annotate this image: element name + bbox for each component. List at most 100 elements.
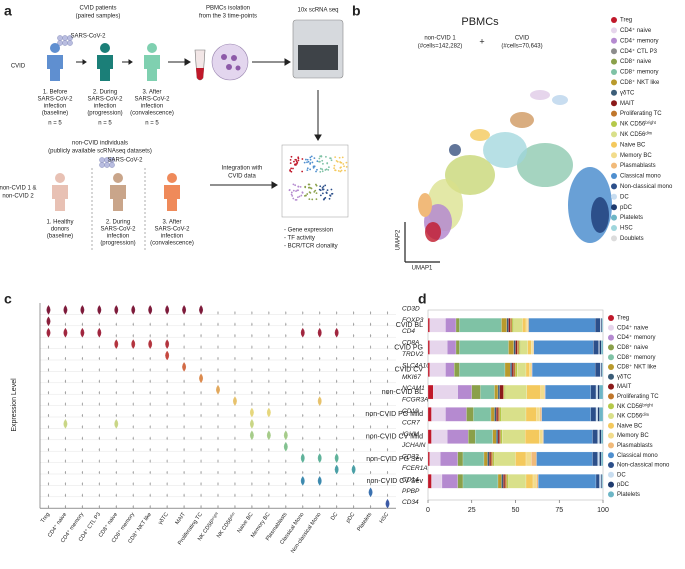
violin bbox=[183, 447, 185, 452]
bar-segment bbox=[529, 362, 532, 377]
scatter-dot bbox=[288, 189, 291, 192]
legend-swatch bbox=[611, 173, 617, 179]
bar-segment bbox=[427, 318, 430, 333]
violin bbox=[149, 322, 151, 327]
bar-segment bbox=[431, 429, 448, 444]
bar-segment bbox=[599, 429, 602, 444]
violin bbox=[353, 447, 355, 452]
violin bbox=[217, 447, 219, 452]
violin bbox=[98, 367, 100, 372]
bar-segment bbox=[602, 362, 604, 377]
bar-segment bbox=[501, 474, 504, 489]
virus-icon bbox=[62, 40, 68, 46]
violin bbox=[268, 459, 270, 464]
violin bbox=[217, 493, 219, 498]
legend-swatch bbox=[611, 121, 617, 127]
bar-segment bbox=[471, 384, 481, 400]
bar-segment bbox=[503, 474, 506, 489]
bar-segment bbox=[433, 384, 458, 400]
violin bbox=[319, 390, 321, 395]
label: (#cells=142,282) bbox=[418, 44, 463, 50]
scatter-dot bbox=[327, 166, 330, 169]
violin bbox=[149, 333, 151, 338]
scatter-dot bbox=[328, 197, 331, 200]
scatter-dot bbox=[309, 191, 312, 194]
bar-segment bbox=[528, 318, 596, 333]
scatter-box bbox=[281, 144, 349, 218]
y-tick-label: CVID CV bbox=[395, 367, 424, 374]
bar-segment bbox=[601, 429, 604, 444]
legend-swatch bbox=[608, 471, 614, 478]
bar-segment bbox=[429, 318, 446, 333]
x-tick-label: 50 bbox=[512, 507, 520, 514]
legend-swatch bbox=[611, 17, 617, 23]
violin bbox=[369, 356, 372, 361]
person-icon bbox=[147, 43, 157, 53]
legend-swatch bbox=[608, 403, 614, 410]
scatter-dot bbox=[308, 198, 311, 201]
violin bbox=[353, 345, 355, 350]
scatter-dot bbox=[315, 170, 317, 173]
x-tick-label: Non-classical Mono bbox=[290, 512, 322, 555]
violin bbox=[81, 345, 83, 350]
scatter-dot bbox=[329, 194, 332, 197]
violin bbox=[148, 305, 153, 315]
scatter-dot bbox=[309, 156, 312, 159]
bar-segment bbox=[475, 429, 493, 444]
violin bbox=[132, 504, 134, 509]
violin bbox=[200, 424, 202, 429]
violin bbox=[149, 367, 151, 372]
violin bbox=[285, 459, 287, 464]
violin bbox=[336, 310, 338, 315]
scatter-dot bbox=[308, 183, 311, 186]
violin bbox=[115, 367, 117, 372]
legend-label: DC bbox=[617, 472, 626, 478]
violin bbox=[285, 379, 287, 384]
violin bbox=[115, 413, 117, 418]
violin bbox=[386, 493, 389, 498]
violin bbox=[149, 436, 151, 441]
violin bbox=[336, 356, 338, 361]
bar-segment bbox=[427, 340, 430, 355]
scatter-dot bbox=[306, 167, 309, 170]
violin bbox=[249, 419, 254, 429]
bar-segment bbox=[447, 340, 457, 355]
scatter-dot bbox=[301, 170, 304, 173]
violin bbox=[63, 419, 68, 429]
violin bbox=[268, 367, 270, 372]
x-tick-label: 0 bbox=[426, 507, 430, 514]
scatter-dot bbox=[295, 190, 297, 193]
violin bbox=[353, 367, 355, 372]
bar-segment bbox=[506, 318, 509, 333]
violin bbox=[234, 390, 236, 395]
axis-label: Expression Level bbox=[11, 378, 18, 432]
scatter-dot bbox=[315, 192, 318, 194]
bar-segment bbox=[468, 429, 476, 444]
violin bbox=[285, 493, 287, 498]
violin bbox=[302, 436, 304, 441]
violin bbox=[166, 402, 168, 407]
scatter-dot bbox=[310, 187, 313, 190]
scatter-dot bbox=[330, 188, 333, 191]
bar-segment bbox=[597, 451, 600, 467]
violin bbox=[64, 481, 67, 486]
legend-label: Classical mono bbox=[620, 174, 661, 180]
x-tick-label: Platelets bbox=[356, 512, 373, 533]
bar-segment bbox=[466, 407, 474, 422]
gene-label: CCR7 bbox=[402, 419, 420, 426]
violin bbox=[234, 379, 236, 384]
label: (paired samples) bbox=[76, 14, 121, 20]
legend-label: CD4⁺ memory bbox=[617, 334, 656, 341]
scatter-dot bbox=[294, 198, 297, 201]
scatter-dot bbox=[316, 160, 319, 163]
scatter-dot bbox=[327, 169, 330, 171]
person-icon bbox=[50, 43, 60, 53]
x-tick-label: 100 bbox=[597, 507, 609, 514]
scatter-dot bbox=[316, 168, 318, 171]
legend-label: NK CD56ᵈⁱᵐ bbox=[620, 130, 653, 138]
virus-icon bbox=[62, 35, 68, 41]
violin bbox=[369, 459, 372, 464]
violin bbox=[217, 481, 219, 486]
bar-segment bbox=[525, 318, 528, 333]
bar-segment bbox=[525, 474, 534, 489]
